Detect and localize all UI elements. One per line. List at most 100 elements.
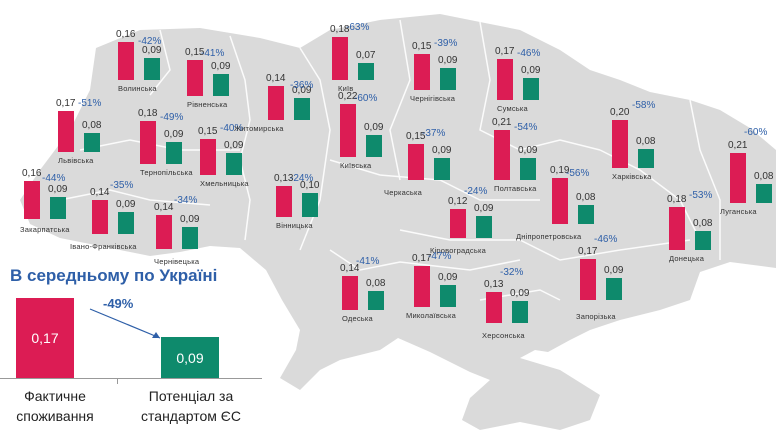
region-14: 0,15 0,09 -37% Черкаська	[384, 100, 472, 197]
actual-value: 0,17	[412, 253, 432, 265]
potential-bar	[118, 212, 134, 234]
actual-bar	[332, 36, 348, 80]
change-percent: -46%	[594, 234, 618, 245]
potential-bar	[226, 153, 242, 175]
potential-bar	[166, 142, 182, 164]
region-21: 0,17 0,09 -46% Запорізька	[576, 220, 644, 321]
actual-value: 0,17	[578, 246, 598, 258]
potential-value: 0,08	[366, 277, 386, 289]
potential-bar	[50, 197, 66, 219]
potential-value: 0,09	[604, 265, 624, 277]
potential-value: 0,09	[432, 145, 452, 157]
region-7: 0,14 0,09 -34% Чернівецька	[154, 169, 220, 266]
region-name: Миколаївська	[406, 311, 457, 320]
average-potential-value: 0,09	[176, 349, 204, 366]
actual-label-line1: Фактичне	[24, 388, 86, 404]
change-percent: -44%	[42, 173, 66, 184]
actual-bar	[187, 60, 203, 96]
average-actual-value: 0,17	[31, 330, 59, 346]
change-percent: -32%	[500, 267, 524, 278]
region-name: Сумська	[497, 104, 528, 113]
potential-bar	[638, 148, 654, 168]
potential-value: 0,09	[364, 122, 384, 134]
average-actual-bar: 0,17	[16, 298, 74, 378]
region-name: Чернігівська	[410, 94, 456, 103]
potential-value: 0,08	[82, 119, 102, 131]
actual-value: 0,13	[484, 278, 504, 290]
region-name: Черкаська	[384, 188, 423, 197]
potential-value: 0,08	[693, 217, 713, 229]
potential-bar	[756, 183, 772, 203]
potential-value: 0,09	[521, 65, 541, 77]
actual-value: 0,14	[90, 187, 110, 199]
potential-value: 0,09	[48, 184, 68, 196]
region-name: Херсонська	[482, 331, 525, 340]
potential-value: 0,09	[180, 214, 200, 226]
region-name: Полтавська	[494, 184, 537, 193]
average-change: -49%	[103, 296, 134, 311]
potential-bar	[213, 74, 229, 96]
potential-value: 0,09	[518, 145, 538, 157]
potential-bar	[523, 78, 539, 100]
potential-bar	[294, 98, 310, 120]
region-0: 0,16 0,09 -42% Волинська	[116, 0, 182, 93]
potential-bar	[84, 132, 100, 152]
region-name: Одеська	[342, 314, 373, 323]
actual-value: 0,14	[266, 73, 286, 85]
region-3: 0,18 0,09 -49% Тернопільська	[138, 84, 204, 177]
potential-value: 0,09	[211, 61, 231, 73]
potential-value: 0,09	[474, 203, 494, 215]
potential-bar	[476, 216, 492, 238]
potential-value: 0,10	[300, 180, 320, 191]
change-percent: -56%	[566, 168, 590, 179]
region-23: 0,17 0,09 -47% Миколаївська	[406, 227, 478, 320]
region-6: 0,14 0,09 -35% Івано-Франківська	[70, 154, 156, 251]
region-name: Львівська	[58, 156, 94, 165]
actual-bar	[414, 266, 430, 307]
potential-bar	[606, 278, 622, 300]
region-name: Хмельницька	[200, 179, 249, 188]
actual-value: 0,18	[667, 193, 687, 205]
region-20: 0,18 0,08 -53% Донецька	[667, 170, 733, 263]
actual-bar	[669, 206, 685, 250]
potential-bar	[366, 135, 382, 157]
change-percent: -63%	[346, 22, 370, 33]
region-name: Вінницька	[276, 221, 313, 230]
change-percent: -40%	[220, 123, 244, 134]
change-percent: -41%	[201, 48, 225, 59]
actual-value: 0,16	[116, 28, 136, 40]
region-name: Донецька	[669, 254, 705, 263]
potential-bar	[440, 285, 456, 307]
actual-value: 0,15	[185, 47, 205, 58]
region-name: Рівненська	[187, 100, 228, 109]
actual-legend-label: Фактичне споживання	[0, 386, 114, 426]
potential-value: 0,09	[164, 129, 184, 141]
actual-value: 0,22	[338, 91, 358, 103]
change-percent: -41%	[356, 256, 380, 267]
actual-value: 0,15	[198, 126, 218, 137]
change-percent: -60%	[354, 93, 378, 104]
region-16: 0,12 0,09 -24% Кіровоградська	[430, 158, 514, 255]
actual-bar	[276, 185, 292, 217]
actual-value: 0,15	[406, 131, 426, 142]
region-15: 0,21 0,09 -54% Полтавська	[492, 100, 558, 193]
region-name: Чернівецька	[154, 257, 200, 266]
potential-legend-label: Потенціал за стандартом ЄС	[126, 386, 256, 426]
actual-bar	[118, 41, 134, 80]
actual-bar	[486, 291, 502, 323]
region-19: 0,19 0,08 -56% Дніпропетровська	[516, 144, 616, 241]
actual-bar	[497, 59, 513, 100]
region-10: 0,18 0,07 -63% Київ	[330, 0, 396, 93]
actual-value: 0,18	[330, 23, 350, 35]
change-percent: -51%	[78, 98, 102, 109]
actual-bar	[340, 104, 356, 157]
region-name: Харківська	[612, 172, 652, 181]
average-axis-tick	[117, 378, 118, 384]
region-24: 0,13 0,09 -32% Херсонська	[482, 243, 550, 340]
potential-bar	[368, 290, 384, 310]
actual-value: 0,18	[138, 107, 158, 119]
potential-bar	[302, 193, 318, 217]
actual-value: 0,13	[274, 172, 294, 184]
change-percent: -34%	[174, 195, 198, 206]
change-percent: -46%	[517, 48, 541, 59]
